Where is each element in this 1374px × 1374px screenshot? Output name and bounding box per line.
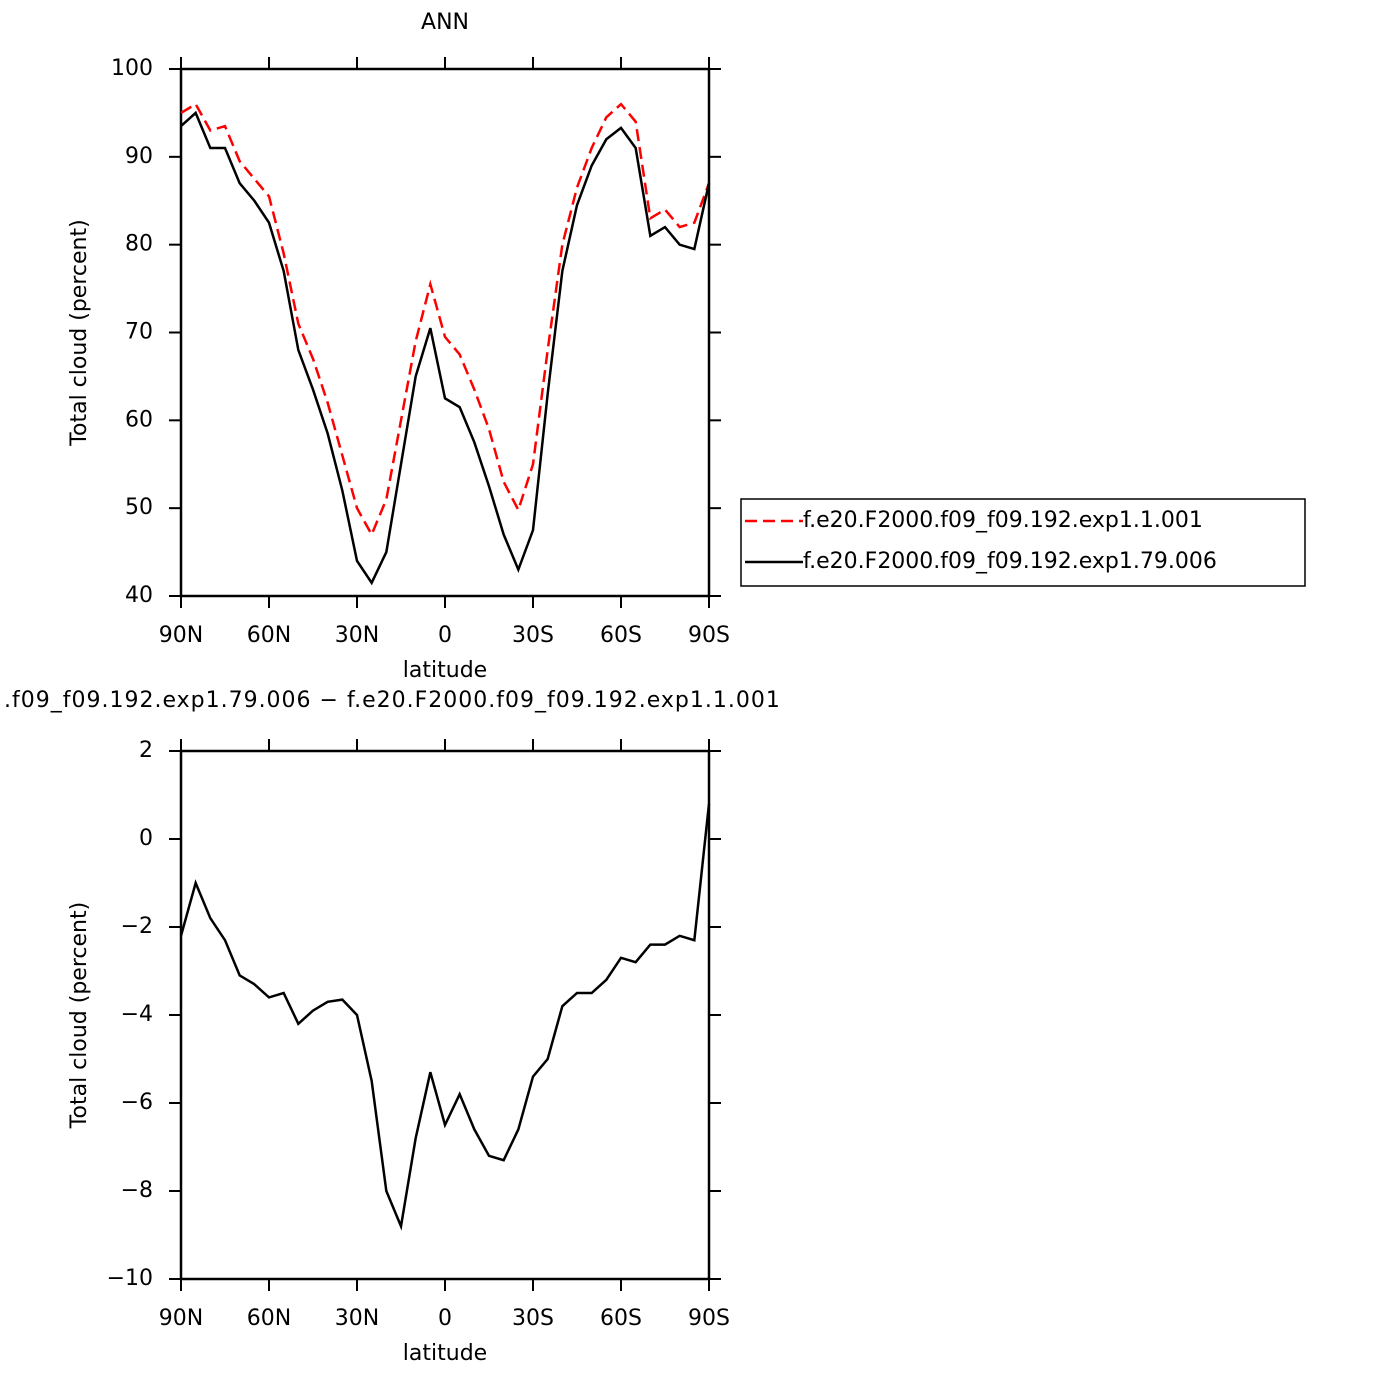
x-axis-label: latitude [403, 658, 487, 683]
y-axis-label: Total cloud (percent) [67, 219, 92, 446]
y-tick-label: 100 [111, 56, 153, 81]
x-tick-label: 30S [512, 623, 554, 648]
y-tick-label: −6 [121, 1090, 153, 1115]
data-line [180, 102, 711, 538]
x-tick-label: 90S [688, 1306, 730, 1331]
x-tick-label: 60N [247, 623, 291, 648]
y-tick-label: −10 [107, 1266, 153, 1291]
chart-title: ANN [421, 10, 469, 35]
x-tick-label: 60N [247, 1306, 291, 1331]
y-axis-label: Total cloud (percent) [67, 902, 92, 1129]
y-tick-label: 0 [139, 826, 153, 851]
x-tick-label: 30S [512, 1306, 554, 1331]
data-line [180, 110, 711, 586]
legend-box [740, 498, 1306, 587]
x-tick-label: 90N [159, 1306, 203, 1331]
y-tick-label: −4 [121, 1002, 153, 1027]
x-tick-label: 90S [688, 623, 730, 648]
y-tick-label: 40 [125, 583, 153, 608]
legend-label: f.e20.F2000.f09_f09.192.exp1.79.006 [803, 549, 1217, 574]
y-tick-label: 90 [125, 144, 153, 169]
x-tick-label: 90N [159, 623, 203, 648]
y-tick-label: 80 [125, 232, 153, 257]
plot-frame [179, 749, 711, 1281]
y-tick-label: 70 [125, 320, 153, 345]
x-tick-label: 0 [438, 1306, 452, 1331]
x-tick-label: 30N [335, 1306, 379, 1331]
x-axis-label: latitude [403, 1341, 487, 1366]
x-tick-label: 60S [600, 623, 642, 648]
x-tick-label: 0 [438, 623, 452, 648]
y-tick-label: −2 [121, 914, 153, 939]
x-tick-label: 60S [600, 1306, 642, 1331]
y-tick-label: 50 [125, 495, 153, 520]
y-tick-label: 60 [125, 407, 153, 432]
y-tick-label: −8 [121, 1178, 153, 1203]
y-tick-label: 2 [139, 738, 153, 763]
plot-frame [179, 67, 711, 598]
data-line [179, 803, 711, 1231]
chart-title: .f09_f09.192.exp1.79.006 − f.e20.F2000.f… [4, 688, 781, 713]
x-tick-label: 30N [335, 623, 379, 648]
legend-label: f.e20.F2000.f09_f09.192.exp1.1.001 [803, 508, 1203, 533]
